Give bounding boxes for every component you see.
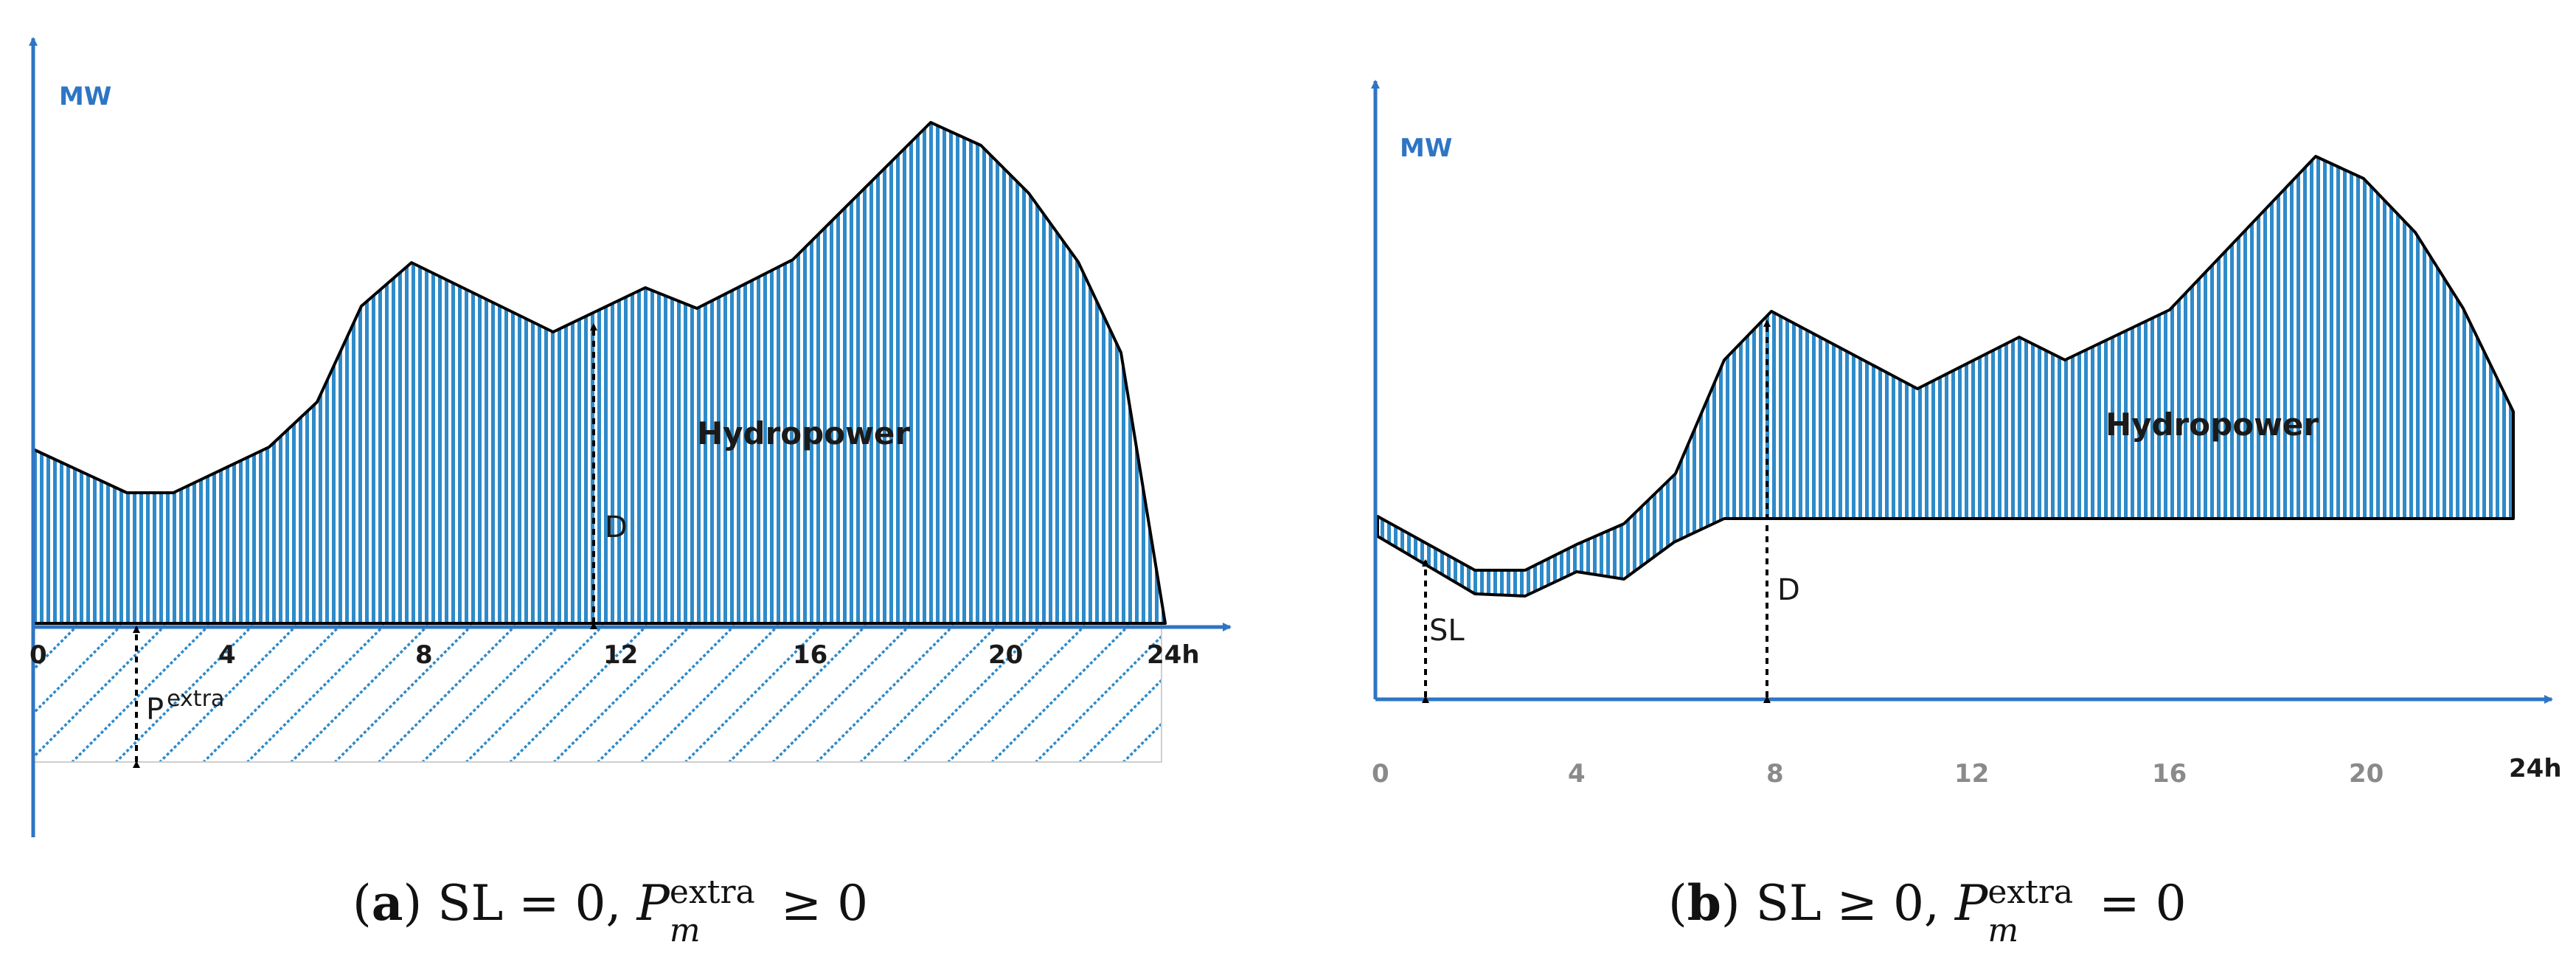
caption-b-open: ( [1668,875,1687,932]
panel-a-hydropower-label: Hydropower [697,415,910,451]
panel-b-tick-0: 0 [1372,759,1389,789]
panel-a-p-extra-sup: extra [167,686,224,712]
caption-a-text: SL = 0, [422,875,637,932]
panel-a-tick-0: 0 [29,640,47,670]
panel-b-x-ticks: 0 4 8 12 16 20 24h [1372,754,2562,789]
caption-b-close: ) [1721,875,1740,932]
panel-a-x-ticks: 0 4 8 12 16 20 24h [29,640,1200,670]
caption-b-math-rel: = 0 [2083,875,2187,932]
caption-b-math-sup: extra [1987,873,2074,911]
panel-b-sl-label: SL [1429,614,1465,648]
panel-a-tick-12: 12 [603,640,638,670]
panel-a-tick-20: 20 [988,640,1023,670]
panel-b-d-label: D [1777,573,1800,607]
panel-a-hydropower-area [32,121,1167,625]
panel-b-tick-24h: 24h [2509,754,2562,783]
caption-a-open: ( [353,875,372,932]
caption-a-math-sup: extra [669,873,755,911]
panel-a-y-axis-label: MW [59,82,111,111]
panel-b-tick-12: 12 [1954,759,1989,789]
panel-b-tick-16: 16 [2152,759,2187,789]
caption-a-close: ) [403,875,423,932]
panel-a: MW 0 4 8 12 16 20 24h Hydropower D P ext… [29,37,1232,837]
panel-a-tick-8: 8 [415,640,433,670]
panel-b-y-axis-label: MW [1400,134,1452,163]
panel-b-tick-4: 4 [1568,759,1586,789]
caption-a-math-base: P [636,875,670,932]
panel-b-tick-20: 20 [2349,759,2384,789]
caption-a-math-rel: ≥ 0 [765,875,869,932]
panel-b-hydropower-label: Hydropower [2105,406,2319,443]
panel-a-tick-16: 16 [793,640,827,670]
caption-b-letter: b [1687,874,1721,932]
panel-b-tick-8: 8 [1766,759,1784,789]
panel-a-tick-4: 4 [218,640,236,670]
panel-b: MW 0 4 8 12 16 20 24h Hydropower D SL [1371,80,2562,789]
panel-a-p-label: P [146,693,164,727]
caption-a-math-scripts: extra m [670,873,765,949]
caption-b-math-sub: m [1987,912,2019,949]
panel-b-hydropower-area [1376,155,2515,598]
caption-a-letter: a [371,874,403,932]
panel-a-p-extra-label: P extra [146,686,224,727]
caption-b-math-scripts: extra m [1987,873,2083,949]
panel-a-d-label: D [605,510,628,544]
caption-b-text: SL ≥ 0, [1740,875,1955,932]
panel-a-extra-area [32,623,1162,763]
panel-a-tick-24h: 24h [1147,640,1200,670]
caption-b-math-base: P [1954,875,1988,932]
caption-a-math-sub: m [669,912,701,949]
